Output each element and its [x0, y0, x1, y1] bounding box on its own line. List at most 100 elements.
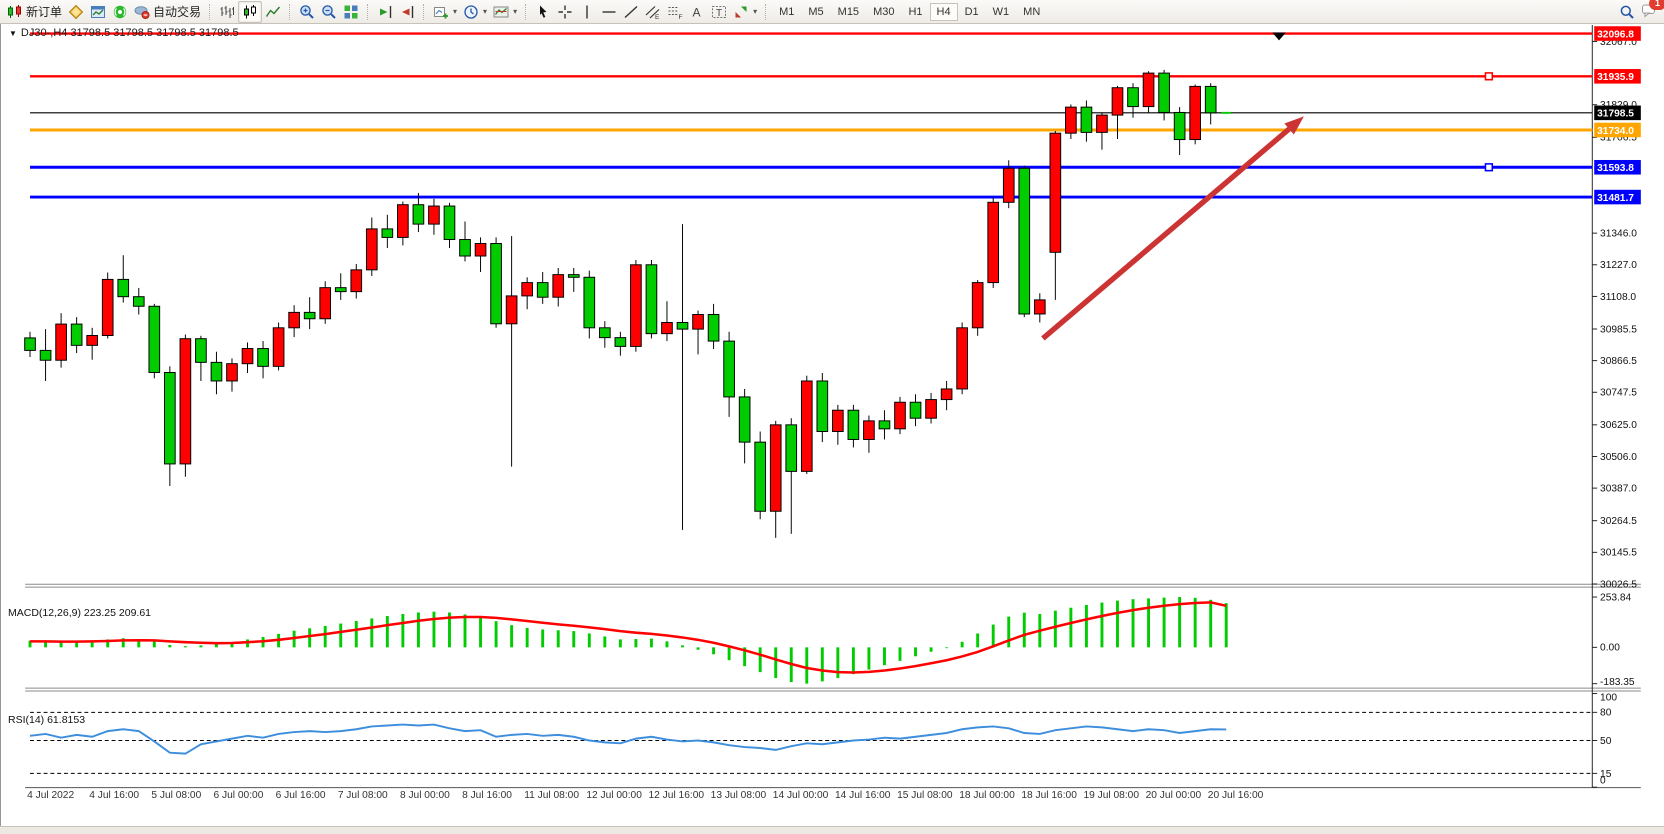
gold-diamond-icon	[68, 4, 84, 19]
vertical-line-button[interactable]	[576, 2, 598, 22]
tile-windows-icon	[344, 5, 358, 18]
indicators-button[interactable]: ▾	[430, 2, 460, 22]
crosshair-icon	[558, 5, 572, 18]
svg-text:7 Jul 08:00: 7 Jul 08:00	[338, 790, 388, 801]
trend-arrow	[1041, 116, 1304, 341]
svg-text:11 Jul 08:00: 11 Jul 08:00	[524, 790, 579, 801]
bar-chart-mode-button[interactable]	[216, 2, 238, 22]
tf-d1-button[interactable]: D1	[964, 5, 979, 18]
chart-canvas[interactable]: 32067.031829.031706.531346.031227.031108…	[1, 24, 1664, 826]
tile-windows-button[interactable]	[340, 2, 362, 22]
svg-text:F: F	[679, 14, 683, 20]
svg-text:4 Jul 16:00: 4 Jul 16:00	[89, 790, 139, 801]
macd-panel	[28, 597, 1228, 684]
svg-text:31346.0: 31346.0	[1600, 229, 1637, 240]
svg-text:5 Jul 08:00: 5 Jul 08:00	[151, 790, 201, 801]
tf-m15-button[interactable]: M15	[837, 5, 860, 18]
svg-text:30506.0: 30506.0	[1600, 452, 1637, 463]
svg-text:6 Jul 00:00: 6 Jul 00:00	[214, 790, 264, 801]
line-chart-icon	[265, 6, 281, 17]
separator	[209, 3, 211, 20]
horizontal-line-button[interactable]	[598, 2, 620, 22]
candlestick-mode-button[interactable]	[238, 0, 263, 23]
trendline-icon	[624, 5, 638, 18]
candlestick-series	[24, 69, 1232, 538]
notification-badge: 1	[1649, 0, 1664, 10]
svg-text:-183.35: -183.35	[1600, 677, 1635, 688]
separator	[367, 3, 369, 20]
market-watch-button[interactable]	[65, 2, 87, 22]
separator	[289, 3, 291, 20]
svg-text:15: 15	[1600, 769, 1612, 780]
text-button[interactable]: A	[686, 2, 708, 22]
zoom-out-icon	[322, 4, 336, 19]
fibonacci-button[interactable]: F	[664, 2, 686, 22]
svg-text:30026.5: 30026.5	[1600, 579, 1637, 590]
tf-m30-button[interactable]: M30	[873, 5, 895, 18]
window-bottom-edge	[0, 826, 1664, 834]
chart-shift-button[interactable]	[396, 2, 418, 22]
svg-text:32096.8: 32096.8	[1597, 29, 1634, 40]
auto-trading-button[interactable]: 自动交易	[131, 2, 204, 22]
svg-text:30145.5: 30145.5	[1600, 548, 1637, 559]
rsi-label: RSI(14) 61.8153	[8, 714, 86, 726]
new-order-button[interactable]: 新订单	[4, 2, 65, 22]
trendline-anchor-marker	[1272, 32, 1286, 41]
svg-text:31481.7: 31481.7	[1597, 193, 1634, 204]
periods-button[interactable]: ▾	[460, 2, 490, 22]
svg-text:14 Jul 16:00: 14 Jul 16:00	[835, 790, 891, 801]
svg-text:80: 80	[1600, 708, 1612, 719]
svg-text:E: E	[655, 14, 660, 20]
separator	[423, 3, 425, 20]
tf-w1-button[interactable]: W1	[992, 5, 1010, 18]
horizontal-line-icon	[602, 10, 616, 13]
zoom-in-button[interactable]	[296, 2, 318, 22]
trendline-button[interactable]	[620, 2, 642, 22]
time-axis[interactable]: 4 Jul 2022 4 Jul 16:00 5 Jul 08:00 6 Jul 00…	[27, 790, 1264, 801]
tf-m5-button[interactable]: M5	[808, 5, 824, 18]
line-chart-mode-button[interactable]	[262, 2, 284, 22]
search-button[interactable]	[1616, 2, 1638, 22]
svg-text:31593.8: 31593.8	[1597, 163, 1634, 174]
level-marker	[1484, 163, 1494, 172]
separator	[765, 3, 767, 20]
svg-text:18 Jul 16:00: 18 Jul 16:00	[1021, 790, 1077, 801]
dropdown-arrow-icon: ▾	[513, 7, 518, 16]
equidistant-channel-button[interactable]: E	[642, 2, 664, 22]
svg-text:8 Jul 16:00: 8 Jul 16:00	[462, 790, 512, 801]
crosshair-button[interactable]	[554, 2, 576, 22]
chart-area[interactable]: 32067.031829.031706.531346.031227.031108…	[0, 24, 1664, 826]
cursor-button[interactable]	[532, 2, 554, 22]
zoom-out-button[interactable]	[318, 2, 340, 22]
rsi-panel	[29, 711, 1593, 774]
svg-text:30747.5: 30747.5	[1600, 388, 1637, 399]
tf-m1-button[interactable]: M1	[779, 5, 795, 18]
svg-text:12 Jul 16:00: 12 Jul 16:00	[649, 790, 705, 801]
price-axis[interactable]: 32067.031829.031706.531346.031227.031108…	[1592, 26, 1641, 788]
arrows-button[interactable]: ▾	[730, 2, 760, 22]
templates-button[interactable]: ▾	[490, 2, 520, 22]
macd-signal-line	[30, 601, 1227, 674]
separator	[525, 3, 527, 20]
chart-window-button[interactable]	[87, 2, 109, 22]
symbol-dropdown-icon[interactable]: ▼	[9, 28, 17, 38]
svg-text:30387.0: 30387.0	[1600, 484, 1637, 495]
notifications-button[interactable]: 1	[1638, 0, 1664, 22]
svg-text:18 Jul 00:00: 18 Jul 00:00	[959, 790, 1015, 801]
dropdown-arrow-icon: ▾	[483, 7, 488, 16]
tf-h4-button[interactable]: H4	[929, 2, 958, 21]
tf-mn-button[interactable]: MN	[1023, 5, 1041, 18]
news-button[interactable]	[109, 2, 131, 22]
cursor-icon	[540, 5, 547, 18]
chart-title: DJ30-,H4 31798.5 31798.5 31798.5 31798.5	[20, 27, 239, 39]
add-indicator-icon	[434, 6, 449, 18]
zoom-in-icon	[300, 4, 314, 19]
text-label-button[interactable]: T	[708, 2, 730, 22]
search-icon	[1620, 5, 1634, 19]
svg-text:100: 100	[1600, 693, 1617, 704]
svg-text:30985.5: 30985.5	[1600, 324, 1637, 335]
tf-h1-button[interactable]: H1	[908, 5, 923, 18]
auto-scroll-button[interactable]	[374, 2, 396, 22]
svg-text:14 Jul 00:00: 14 Jul 00:00	[773, 790, 829, 801]
